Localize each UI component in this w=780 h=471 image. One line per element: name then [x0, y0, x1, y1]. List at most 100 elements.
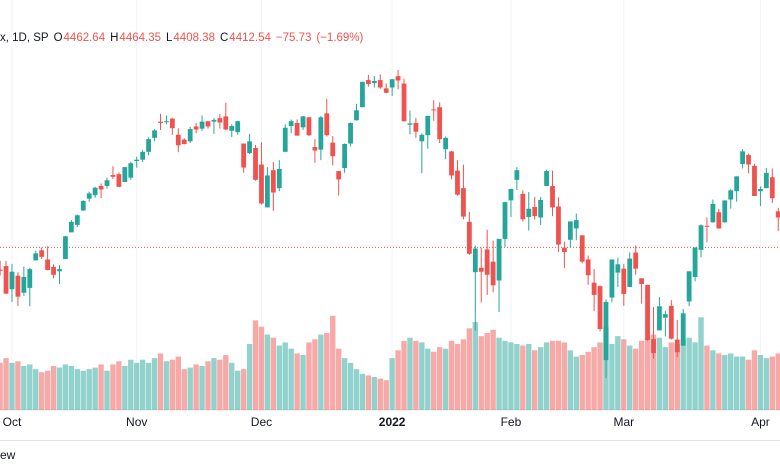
volume-bar [229, 362, 235, 410]
candle-body [324, 113, 330, 136]
candle-body [199, 121, 205, 129]
candle-body [585, 259, 591, 276]
volume-bar [359, 373, 366, 410]
candle-body [9, 271, 15, 290]
candle-body [395, 76, 401, 81]
volume-bar [353, 369, 360, 410]
candle-body [98, 185, 104, 190]
candle-body [722, 200, 728, 223]
x-tick-label: Feb [501, 415, 522, 429]
candle-body [270, 170, 276, 193]
volume-bar [431, 351, 437, 410]
volume-bar [246, 344, 253, 410]
candle-body [193, 126, 199, 130]
candle-body [80, 200, 86, 211]
volume-bar [704, 345, 710, 410]
candle-body [336, 171, 342, 180]
volume-bar [739, 356, 746, 410]
candle-body [692, 247, 698, 277]
volume-bar [68, 366, 75, 410]
candle-body [360, 81, 365, 108]
candle-body [342, 143, 348, 169]
volume-bar [579, 355, 585, 410]
candle-body [104, 180, 110, 186]
candle-body [3, 266, 9, 294]
candle-body [229, 126, 235, 131]
volume-bar [3, 358, 9, 410]
volume-bar [757, 355, 764, 410]
candle-body [294, 122, 300, 136]
volume-bar [181, 369, 187, 410]
candle-body [775, 211, 780, 218]
volume-bar [74, 369, 81, 410]
volume-bar [490, 329, 496, 410]
candle-body [45, 259, 51, 270]
candle-body [407, 123, 413, 125]
candle-body [63, 236, 68, 260]
candle-body [597, 286, 603, 330]
volume-bar [294, 353, 300, 410]
volume-bar [436, 347, 443, 410]
candle-body [538, 199, 544, 218]
candle-body [496, 238, 502, 281]
candle-body [300, 116, 306, 128]
field-value: 4462.64 [63, 32, 106, 44]
candle-body [134, 159, 140, 162]
candle-body [490, 261, 496, 286]
candle-body [680, 313, 686, 346]
candle-body [146, 139, 151, 152]
volume-bar [442, 348, 449, 410]
volume-bar [50, 366, 57, 410]
volume-bar [9, 362, 15, 410]
volume-bar [139, 359, 146, 410]
candle-body [484, 249, 490, 275]
candle-body [603, 301, 609, 361]
candle-body [710, 203, 716, 223]
volume-bar [591, 347, 597, 410]
candle-body [716, 212, 722, 229]
candle-body [377, 80, 383, 88]
volume-bar [454, 344, 461, 410]
candle-body [27, 269, 33, 288]
volume-bar [389, 358, 395, 410]
volume-bar [33, 369, 39, 410]
candle-body [140, 151, 146, 160]
volume-bar [537, 347, 544, 410]
candle-body [645, 284, 650, 340]
candle-body [223, 116, 229, 130]
candle-body [449, 151, 454, 176]
candle-body [288, 121, 294, 127]
candle-body [15, 275, 21, 297]
volume-bar [609, 344, 615, 410]
volume-bar [496, 337, 502, 410]
candle-body [520, 193, 526, 220]
volume-bar [62, 364, 69, 410]
symbol: x, 1D, SP [0, 32, 49, 44]
candle-body [116, 174, 122, 187]
candle-body [401, 83, 407, 122]
candle-body [68, 221, 74, 233]
candle-body [437, 107, 443, 140]
volume-bar [656, 337, 663, 410]
candle-body [591, 282, 597, 295]
volume-bar [395, 350, 401, 410]
candle-body [259, 164, 264, 204]
candle-body [211, 119, 217, 122]
volume-bar [674, 344, 680, 410]
field-value: 4412.54 [229, 32, 271, 44]
x-tick-label: Oct [3, 415, 22, 429]
candle-body [318, 117, 324, 150]
candle-body [615, 264, 621, 273]
volume-bar [270, 337, 277, 410]
candle-body [621, 268, 627, 295]
x-tick-label: Nov [126, 415, 147, 429]
candle-body [657, 306, 662, 331]
volume-bar [775, 353, 780, 410]
volume-bar [0, 362, 3, 410]
field-label: C [219, 32, 229, 44]
bottom-bar: ew [0, 440, 780, 471]
volume-bar [549, 340, 556, 410]
volume-bar [448, 340, 455, 410]
volume-bar [92, 367, 98, 410]
